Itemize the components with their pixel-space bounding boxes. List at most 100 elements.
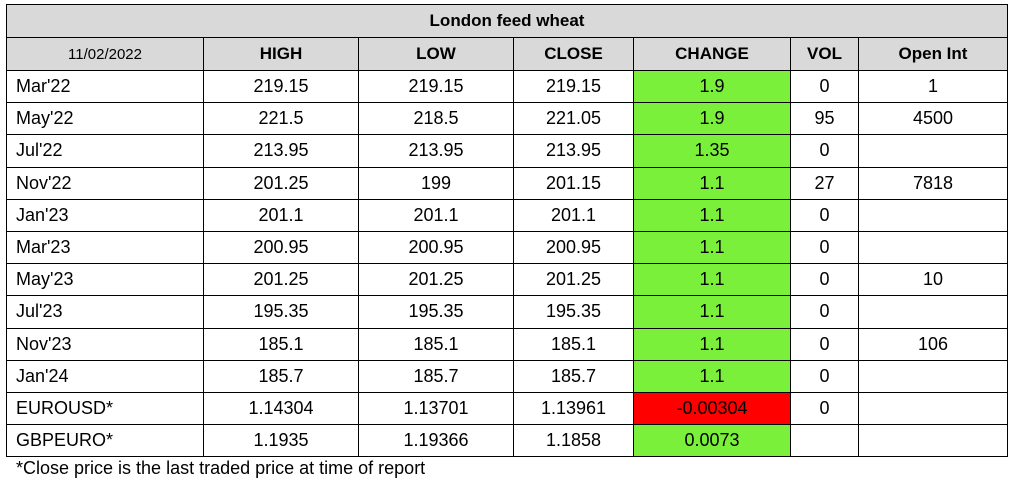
open-int-cell xyxy=(858,134,1008,168)
contract-cell: Jul'23 xyxy=(6,295,204,329)
low-cell: 195.35 xyxy=(358,295,514,329)
change-cell: 1.1 xyxy=(633,198,791,232)
high-cell: 219.15 xyxy=(203,69,359,104)
table-row: May'22 221.5 218.5 221.05 1.9 95 4500 xyxy=(6,102,1008,136)
table-row: Jan'23 201.1 201.1 201.1 1.1 0 xyxy=(6,198,1008,232)
close-cell: 195.35 xyxy=(513,295,634,329)
high-cell: 201.25 xyxy=(203,166,359,200)
column-header-low: LOW xyxy=(358,37,514,71)
column-header-vol: VOL xyxy=(790,37,859,71)
vol-cell: 95 xyxy=(790,102,859,136)
table-row: EUROUSD* 1.14304 1.13701 1.13961 -0.00304 0 xyxy=(6,391,1008,426)
contract-cell: EUROUSD* xyxy=(6,391,204,426)
table-row: GBPEURO* 1.1935 1.19366 1.1858 0.0073 xyxy=(6,424,1008,458)
high-cell: 201.1 xyxy=(203,198,359,232)
change-cell: 1.9 xyxy=(633,102,791,136)
low-cell: 185.1 xyxy=(358,327,514,361)
change-cell: 1.1 xyxy=(633,230,791,265)
high-cell: 213.95 xyxy=(203,134,359,168)
change-cell: 0.0073 xyxy=(633,424,791,458)
contract-cell: May'22 xyxy=(6,102,204,136)
vol-cell: 0 xyxy=(790,230,859,265)
open-int-cell xyxy=(858,424,1008,458)
change-cell: 1.1 xyxy=(633,327,791,361)
table-row: Jul'22 213.95 213.95 213.95 1.35 0 xyxy=(6,134,1008,168)
table-row: Mar'23 200.95 200.95 200.95 1.1 0 xyxy=(6,230,1008,265)
report-date: 11/02/2022 xyxy=(6,37,204,71)
change-cell: 1.1 xyxy=(633,359,791,393)
change-cell: 1.1 xyxy=(633,263,791,297)
open-int-cell xyxy=(858,359,1008,393)
price-table: London feed wheat 11/02/2022 HIGH LOW CL… xyxy=(6,4,1008,458)
vol-cell: 0 xyxy=(790,391,859,426)
change-cell: 1.1 xyxy=(633,295,791,329)
low-cell: 1.13701 xyxy=(358,391,514,426)
change-cell: 1.9 xyxy=(633,69,791,104)
close-cell: 221.05 xyxy=(513,102,634,136)
vol-cell: 0 xyxy=(790,359,859,393)
high-cell: 200.95 xyxy=(203,230,359,265)
column-header-open-int: Open Int xyxy=(858,37,1008,71)
table-row: Nov'23 185.1 185.1 185.1 1.1 0 106 xyxy=(6,327,1008,361)
change-cell: 1.1 xyxy=(633,166,791,200)
high-cell: 185.7 xyxy=(203,359,359,393)
vol-cell: 0 xyxy=(790,69,859,104)
low-cell: 219.15 xyxy=(358,69,514,104)
low-cell: 199 xyxy=(358,166,514,200)
column-header-close: CLOSE xyxy=(513,37,634,71)
low-cell: 185.7 xyxy=(358,359,514,393)
contract-cell: Mar'22 xyxy=(6,69,204,104)
close-cell: 201.25 xyxy=(513,263,634,297)
contract-cell: GBPEURO* xyxy=(6,424,204,458)
vol-cell: 27 xyxy=(790,166,859,200)
open-int-cell xyxy=(858,198,1008,232)
high-cell: 185.1 xyxy=(203,327,359,361)
open-int-cell xyxy=(858,295,1008,329)
low-cell: 200.95 xyxy=(358,230,514,265)
vol-cell: 0 xyxy=(790,198,859,232)
open-int-cell: 7818 xyxy=(858,166,1008,200)
open-int-cell: 106 xyxy=(858,327,1008,361)
contract-cell: Mar'23 xyxy=(6,230,204,265)
low-cell: 201.1 xyxy=(358,198,514,232)
close-cell: 219.15 xyxy=(513,69,634,104)
column-header-high: HIGH xyxy=(203,37,359,71)
low-cell: 1.19366 xyxy=(358,424,514,458)
vol-cell: 0 xyxy=(790,134,859,168)
change-cell: -0.00304 xyxy=(633,391,791,426)
footnote: *Close price is the last traded price at… xyxy=(16,458,426,478)
vol-cell xyxy=(790,424,859,458)
contract-cell: Nov'23 xyxy=(6,327,204,361)
high-cell: 195.35 xyxy=(203,295,359,329)
contract-cell: Jan'23 xyxy=(6,198,204,232)
high-cell: 221.5 xyxy=(203,102,359,136)
high-cell: 201.25 xyxy=(203,263,359,297)
close-cell: 201.15 xyxy=(513,166,634,200)
change-cell: 1.35 xyxy=(633,134,791,168)
close-cell: 1.1858 xyxy=(513,424,634,458)
table-title: London feed wheat xyxy=(6,4,1008,38)
close-cell: 185.7 xyxy=(513,359,634,393)
close-cell: 1.13961 xyxy=(513,391,634,426)
table-row: Nov'22 201.25 199 201.15 1.1 27 7818 xyxy=(6,166,1008,200)
high-cell: 1.14304 xyxy=(203,391,359,426)
title-row: London feed wheat xyxy=(6,4,1008,38)
low-cell: 201.25 xyxy=(358,263,514,297)
table-row: May'23 201.25 201.25 201.25 1.1 0 10 xyxy=(6,263,1008,297)
contract-cell: Jan'24 xyxy=(6,359,204,393)
open-int-cell xyxy=(858,391,1008,426)
open-int-cell xyxy=(858,230,1008,265)
price-table-container: London feed wheat 11/02/2022 HIGH LOW CL… xyxy=(6,4,1008,458)
low-cell: 213.95 xyxy=(358,134,514,168)
table-row: Jul'23 195.35 195.35 195.35 1.1 0 xyxy=(6,295,1008,329)
vol-cell: 0 xyxy=(790,295,859,329)
open-int-cell: 4500 xyxy=(858,102,1008,136)
column-header-change: CHANGE xyxy=(633,37,791,71)
contract-cell: May'23 xyxy=(6,263,204,297)
header-row: 11/02/2022 HIGH LOW CLOSE CHANGE VOL Ope… xyxy=(6,37,1008,71)
contract-cell: Jul'22 xyxy=(6,134,204,168)
vol-cell: 0 xyxy=(790,263,859,297)
table-row: Mar'22 219.15 219.15 219.15 1.9 0 1 xyxy=(6,69,1008,104)
close-cell: 201.1 xyxy=(513,198,634,232)
open-int-cell: 10 xyxy=(858,263,1008,297)
